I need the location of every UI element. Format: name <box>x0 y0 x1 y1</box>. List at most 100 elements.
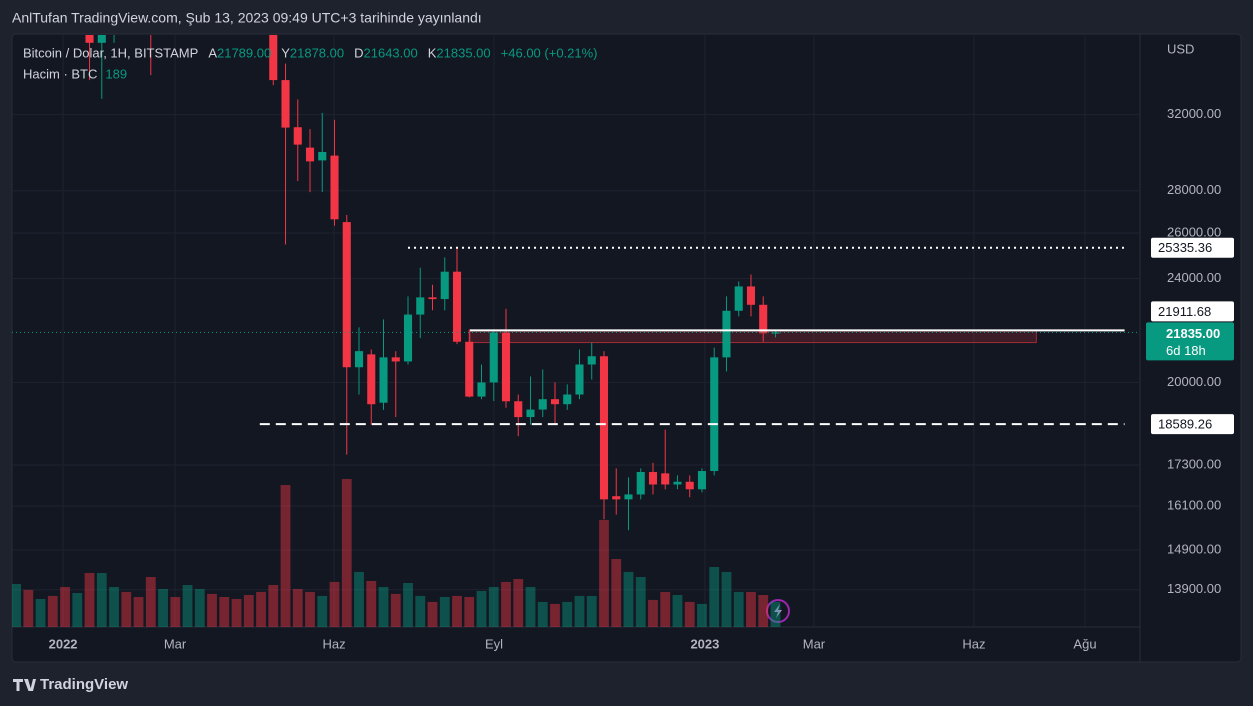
volume-bar <box>464 597 475 627</box>
volume-bar <box>60 587 70 627</box>
legend-text: 21643.00 <box>364 45 418 60</box>
volume-bar <box>366 581 377 627</box>
candle-body <box>403 314 413 362</box>
legend-text: A <box>208 45 217 60</box>
candle-body <box>501 332 511 402</box>
candle-body <box>612 496 621 500</box>
volume-bar <box>525 587 536 627</box>
brand-logo <box>13 679 36 691</box>
x-tick-label: Mar <box>164 636 187 651</box>
candle-body <box>636 472 645 495</box>
candle-body <box>97 35 106 43</box>
candle-body <box>440 271 449 300</box>
volume-bar <box>476 591 487 627</box>
level-label: 18589.26 <box>1158 417 1212 432</box>
volume-bar <box>47 595 58 627</box>
x-tick-label: 2022 <box>49 636 78 651</box>
volume-bar <box>599 519 609 627</box>
volume-bar <box>23 589 34 627</box>
level-label-box <box>1151 301 1234 322</box>
candle-body <box>526 409 535 418</box>
candle-body <box>759 304 768 334</box>
candle-body <box>771 332 780 334</box>
volume-bar <box>243 595 254 627</box>
volume-bar <box>623 571 634 627</box>
volume-bar <box>256 591 266 627</box>
volume-bar <box>145 577 156 627</box>
volume-bar <box>280 485 291 627</box>
currency: USD <box>1167 41 1194 56</box>
level-label: 21911.68 <box>1158 304 1211 319</box>
candle-body <box>575 364 584 395</box>
candle-body <box>550 399 560 405</box>
candle-body <box>489 332 498 383</box>
volume-bar <box>231 599 242 627</box>
legend-text: Hacim · BTC <box>23 66 97 81</box>
volume-bar <box>329 581 340 627</box>
volume-bar <box>427 601 438 627</box>
x-tick-label: Haz <box>322 636 345 651</box>
legend-text: 21789.00 <box>217 45 271 60</box>
legend-text: 189 <box>105 66 127 81</box>
volume-bar <box>12 583 21 627</box>
volume-bar <box>488 587 499 627</box>
volume-bar <box>709 567 720 627</box>
volume-bar <box>684 601 695 627</box>
volume-bar <box>158 589 168 627</box>
candle-body <box>697 471 707 490</box>
level-label-box <box>1151 237 1234 258</box>
candle-body <box>673 481 682 485</box>
volume-bar <box>562 601 573 627</box>
candle-body <box>85 35 94 43</box>
candle-body <box>599 356 609 500</box>
volume-bar <box>96 573 107 627</box>
candle-body <box>293 127 302 145</box>
volume-bar <box>697 603 707 627</box>
candle-body <box>710 357 719 472</box>
volume-bar <box>635 577 646 627</box>
candle-body <box>269 35 278 81</box>
volume-bar <box>268 585 279 627</box>
legend-text: Y <box>281 45 290 60</box>
published-title: AnlTufan TradingView.com, Şub 13, 2023 0… <box>12 10 482 26</box>
volume-bar <box>501 581 511 627</box>
y-tick-label: 13900.00 <box>1167 581 1221 596</box>
volume-bar <box>35 599 46 627</box>
candle-body <box>391 357 400 362</box>
candle-body <box>722 310 731 358</box>
volume-bar <box>378 587 389 627</box>
x-tick-label: 2023 <box>690 636 719 651</box>
candle-body <box>354 351 364 368</box>
legend-text: 21835.00 <box>436 45 490 60</box>
legend-text: +46.00 (+0.21%) <box>501 45 598 60</box>
volume-bar <box>292 589 303 627</box>
legend-text: K <box>428 45 437 60</box>
level-label: 25335.36 <box>1158 240 1212 255</box>
candle-body <box>305 147 315 162</box>
volume-bar <box>660 591 671 627</box>
x-tick-label: Eyl <box>485 636 503 651</box>
volume-bar <box>133 597 144 627</box>
volume-bar <box>182 585 193 627</box>
y-tick-label: 24000.00 <box>1167 270 1221 285</box>
candle-body <box>281 80 290 128</box>
zone <box>469 329 1037 344</box>
candle-body <box>685 481 694 490</box>
y-tick-label: 32000.00 <box>1167 106 1221 121</box>
legend-text: Bitcoin / Dolar, 1H, BITSTAMP <box>23 45 198 60</box>
y-tick-label: 26000.00 <box>1167 224 1221 239</box>
plot-area <box>12 0 1140 627</box>
candle-body <box>514 401 523 418</box>
legend-text: 21878.00 <box>290 45 344 60</box>
volume-bar <box>109 587 119 627</box>
volume-bar <box>733 591 744 627</box>
candle-body <box>257 0 265 9</box>
chart-panel <box>11 33 1242 663</box>
volume-bar <box>403 583 413 627</box>
y-tick-label: 20000.00 <box>1167 374 1221 389</box>
candle-body <box>661 473 670 485</box>
volume-bar <box>317 595 328 627</box>
volume-bar <box>170 597 181 627</box>
volume-bar <box>207 593 217 627</box>
